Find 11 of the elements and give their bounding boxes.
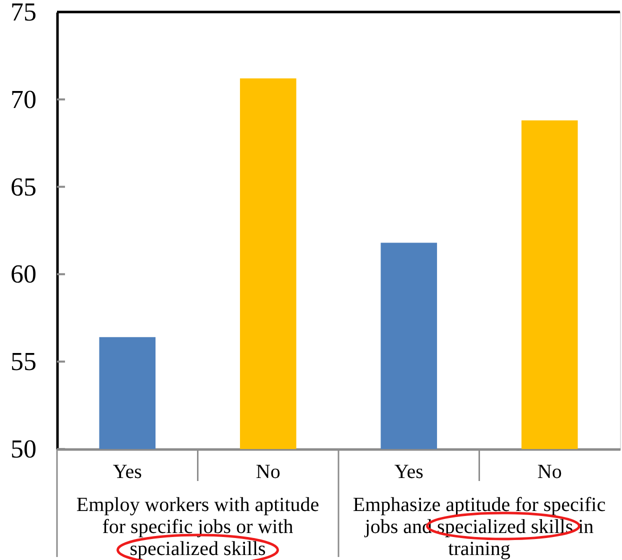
- text: Yes: [394, 461, 424, 483]
- text: No: [537, 461, 562, 483]
- series-label: No: [256, 461, 280, 483]
- y-tick-label: 50: [10, 434, 36, 464]
- series-label: Yes: [112, 461, 142, 483]
- y-tick-label: 60: [10, 260, 36, 289]
- y-tick-label: 55: [10, 347, 36, 376]
- y-tick-label: 75: [10, 0, 36, 26]
- y-tick-label: 65: [10, 172, 36, 202]
- x-tick-label: Employ workers with aptitude for specific jobs or with specialized skills: [76, 494, 320, 560]
- y-tick-label: 70: [10, 84, 36, 114]
